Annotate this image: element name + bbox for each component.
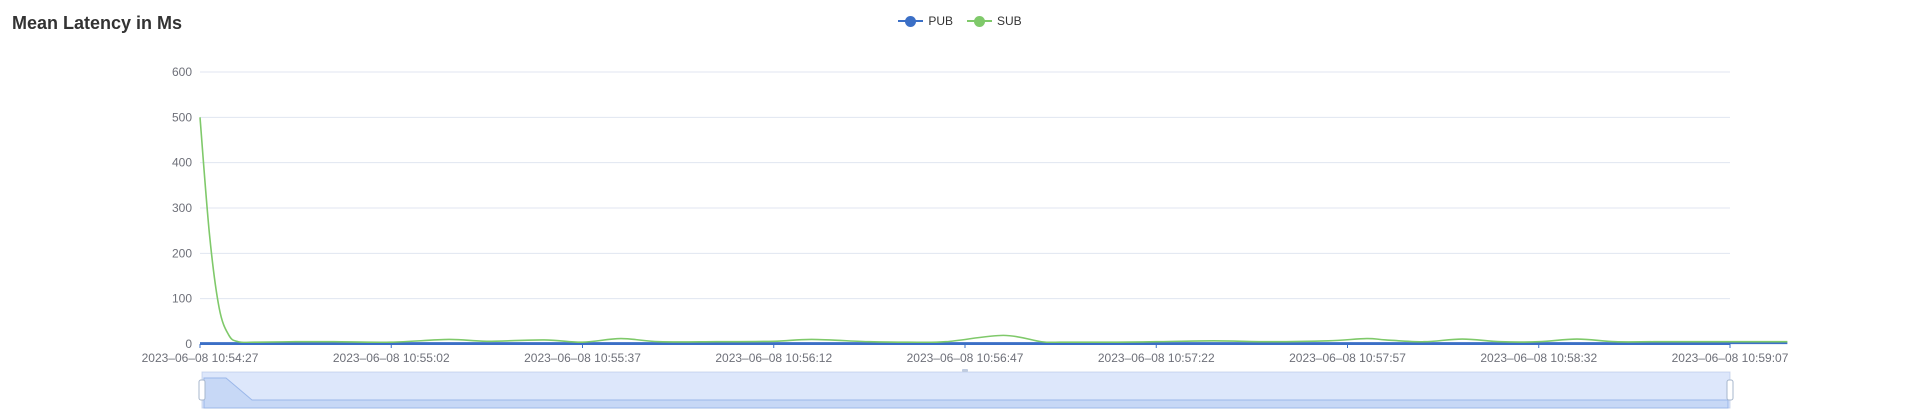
x-tick-label: 2023–06–08 10:54:27 [142,351,259,365]
zoom-preview-area [203,377,1729,409]
y-tick-label: 600 [172,65,192,79]
x-tick-label: 2023–06–08 10:57:57 [1289,351,1406,365]
y-tick-label: 500 [172,110,192,124]
y-tick-label: 400 [172,156,192,170]
x-tick-label: 2023–06–08 10:59:07 [1672,351,1789,365]
chart-title: Mean Latency in Ms [12,13,183,33]
x-tick-label: 2023–06–08 10:56:12 [715,351,832,365]
chart-grid [200,71,1730,345]
chart-lines [199,117,1788,345]
legend-item-pub[interactable]: PUB [898,14,953,28]
legend-sub-label: SUB [997,14,1022,28]
data-zoom-slider[interactable] [198,369,1734,409]
legend-sub-swatch-icon [967,14,992,28]
legend-item-sub[interactable]: SUB [967,14,1022,28]
x-tick-label: 2023–06–08 10:58:32 [1480,351,1597,365]
zoom-handle-left[interactable] [198,379,206,401]
chart-legend: PUB SUB [0,14,1920,28]
zoom-move-handle[interactable] [962,369,968,372]
y-axis-labels: 0 100 200 300 400 500 600 [172,65,192,351]
zoom-handle-right[interactable] [1726,379,1734,401]
y-tick-label: 300 [172,201,192,215]
legend-pub-label: PUB [928,14,953,28]
series-line-sub [199,117,1788,344]
x-tick-label: 2023–06–08 10:55:37 [524,351,641,365]
zoom-selection[interactable] [202,372,1730,408]
x-axis-labels: 2023–06–08 10:54:27 2023–06–08 10:55:02 20… [142,344,1789,365]
y-tick-label: 100 [172,292,192,306]
x-tick-label: 2023–06–08 10:56:47 [907,351,1024,365]
x-tick-label: 2023–06–08 10:55:02 [333,351,450,365]
y-tick-label: 0 [185,337,192,351]
y-tick-label: 200 [172,246,192,260]
legend-pub-swatch-icon [898,14,924,28]
x-tick-label: 2023–06–08 10:57:22 [1098,351,1215,365]
